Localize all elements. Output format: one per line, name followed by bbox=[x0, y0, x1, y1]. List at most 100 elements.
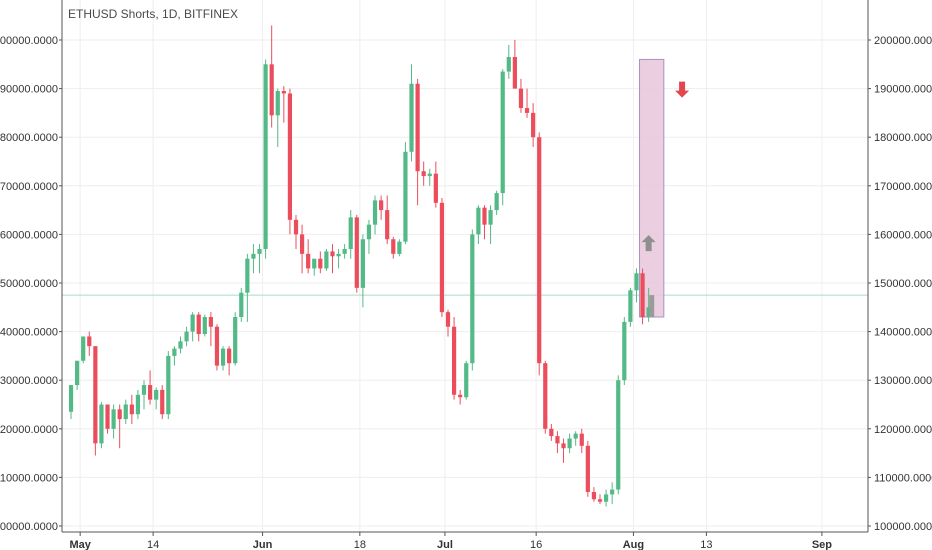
candle bbox=[494, 190, 499, 215]
y-tick-label-left: 110000.0000 bbox=[0, 472, 58, 484]
candle bbox=[622, 317, 627, 386]
candle-body bbox=[117, 409, 122, 420]
candle bbox=[451, 317, 457, 400]
candle bbox=[464, 360, 469, 400]
candle bbox=[81, 336, 86, 364]
candle-body bbox=[409, 83, 414, 152]
candle bbox=[585, 440, 590, 497]
candle-body bbox=[129, 404, 134, 415]
candle-body bbox=[567, 438, 572, 449]
candle-body bbox=[147, 385, 153, 400]
candle-body bbox=[299, 234, 305, 254]
candle-body bbox=[524, 108, 530, 113]
x-tick-label: Jun bbox=[253, 539, 273, 550]
candle-body bbox=[640, 273, 645, 318]
candle-body bbox=[275, 91, 280, 116]
candle bbox=[239, 287, 244, 322]
candle-body bbox=[281, 91, 286, 94]
candle-body bbox=[105, 404, 110, 429]
candle-body bbox=[433, 173, 438, 203]
x-tick-label: Aug bbox=[623, 539, 644, 550]
candle-body bbox=[372, 200, 378, 225]
candle bbox=[172, 346, 177, 366]
x-tick-label: May bbox=[69, 539, 91, 550]
y-tick-label-left: 100000.0000 bbox=[0, 521, 58, 533]
candle bbox=[591, 487, 597, 502]
candle bbox=[275, 88, 280, 147]
candle-body bbox=[646, 307, 651, 318]
candle-body bbox=[397, 241, 402, 254]
candle-body bbox=[245, 258, 250, 293]
candle-body bbox=[257, 248, 262, 254]
y-tick-label-left: 140000.0000 bbox=[0, 327, 58, 339]
candle-body bbox=[585, 445, 590, 492]
candle bbox=[385, 195, 390, 245]
candle-body bbox=[178, 341, 183, 349]
candle-body bbox=[293, 219, 299, 235]
candle bbox=[476, 205, 481, 245]
candle-body bbox=[494, 193, 499, 211]
candle bbox=[573, 431, 578, 446]
candle bbox=[439, 197, 445, 318]
candle bbox=[646, 287, 651, 322]
candle-body bbox=[579, 433, 584, 446]
candle-body bbox=[445, 312, 451, 327]
candle bbox=[427, 168, 432, 186]
y-tick-label-left: 150000.0000 bbox=[0, 278, 58, 290]
candle-body bbox=[87, 336, 92, 347]
y-tick-label-right: 140000.0000 bbox=[874, 327, 932, 339]
candle-body bbox=[75, 360, 80, 386]
candle bbox=[233, 312, 238, 366]
candle-body bbox=[470, 234, 475, 364]
candle bbox=[245, 253, 250, 322]
candle bbox=[160, 385, 165, 420]
candle bbox=[251, 244, 256, 274]
candle bbox=[403, 142, 408, 245]
candle-body bbox=[366, 224, 372, 240]
candle bbox=[628, 287, 633, 327]
y-tick-label-right: 170000.0000 bbox=[874, 181, 932, 193]
y-tick-label-right: 110000.0000 bbox=[874, 472, 932, 484]
candle-body bbox=[318, 258, 323, 269]
candle-body bbox=[482, 207, 487, 225]
candle-body bbox=[391, 239, 396, 254]
y-tick-label-right: 120000.0000 bbox=[874, 424, 932, 436]
candle bbox=[537, 132, 542, 376]
candle bbox=[324, 248, 329, 271]
candle-body bbox=[233, 317, 238, 364]
x-tick-label: 13 bbox=[700, 539, 712, 550]
candle bbox=[348, 210, 353, 259]
candle-body bbox=[166, 355, 171, 415]
candle-body bbox=[93, 346, 98, 444]
candle bbox=[154, 387, 159, 410]
candle bbox=[68, 385, 74, 420]
candle bbox=[506, 44, 511, 79]
candle-body bbox=[415, 83, 420, 172]
candle-body bbox=[439, 202, 445, 313]
candle bbox=[166, 351, 171, 420]
candle bbox=[306, 239, 311, 274]
candle-body bbox=[476, 207, 481, 235]
y-tick-label-right: 200000.0000 bbox=[874, 35, 932, 47]
candle-body bbox=[354, 217, 359, 288]
candle bbox=[184, 326, 189, 347]
candle-body bbox=[135, 394, 141, 415]
candle-body bbox=[543, 363, 548, 429]
candle bbox=[87, 331, 92, 356]
candle bbox=[117, 404, 122, 449]
candle bbox=[458, 389, 463, 405]
candle-body bbox=[610, 489, 615, 495]
candle bbox=[220, 346, 226, 371]
candle-body bbox=[251, 253, 256, 259]
candle bbox=[372, 195, 378, 235]
candle-body bbox=[184, 331, 189, 342]
arrows bbox=[641, 81, 690, 252]
y-tick-label-left: 190000.0000 bbox=[0, 84, 58, 96]
candle-body bbox=[591, 491, 597, 500]
candle bbox=[354, 214, 359, 293]
candle bbox=[123, 399, 128, 424]
x-tick-label: 18 bbox=[354, 539, 366, 550]
candle-body bbox=[531, 112, 536, 138]
